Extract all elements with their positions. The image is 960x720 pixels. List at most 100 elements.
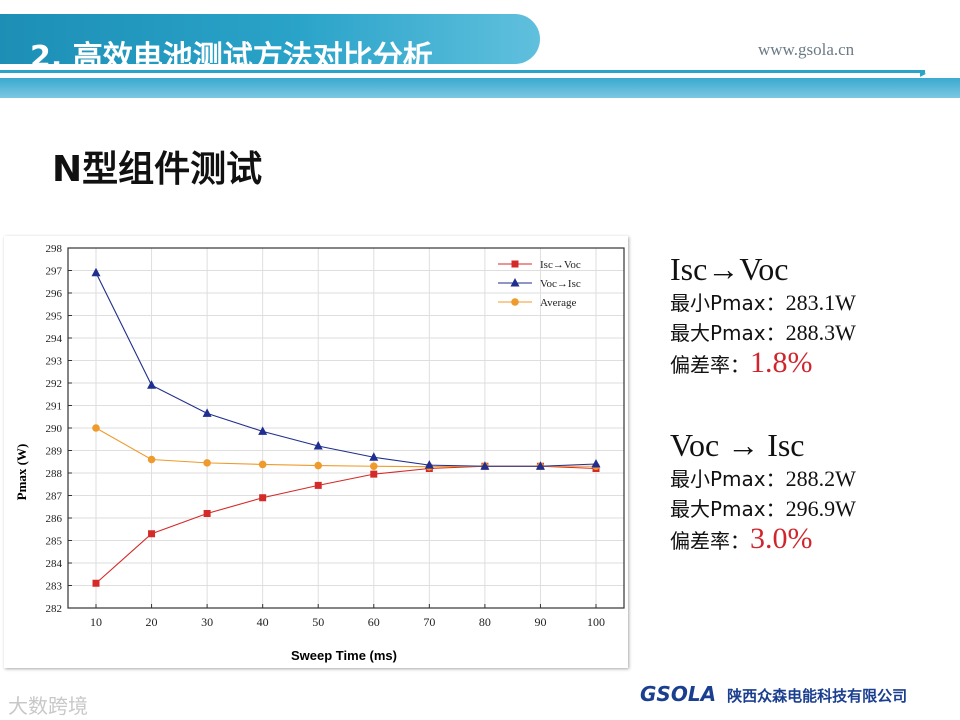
square-marker	[370, 470, 378, 478]
x-tick-label: 30	[201, 615, 213, 629]
min-pmax-line: 最小Pmax：283.1W	[670, 288, 950, 318]
legend-label: Isc→Voc	[540, 259, 581, 271]
pmax-line-chart: 282 283 284 285 286 287 288 289 290 291 292 293 294 2…	[14, 243, 625, 663]
y-tick-label: 291	[46, 401, 63, 413]
triangle-marker	[591, 459, 601, 468]
x-tick-label: 50	[312, 615, 324, 629]
circle-marker	[369, 462, 378, 471]
series-layer	[91, 267, 601, 587]
section-title: N型组件测试	[52, 149, 263, 190]
triangle-marker	[313, 441, 323, 450]
y-tick-label: 296	[46, 288, 63, 300]
min-pmax-label: 最小Pmax：	[670, 291, 786, 315]
y-tick-label: 282	[46, 603, 63, 615]
triangle-marker	[202, 408, 212, 417]
company-name: 陕西众森电能科技有限公司	[727, 687, 908, 705]
circle-marker	[314, 461, 323, 470]
x-tick-label: 10	[90, 615, 102, 629]
chart-legend: Isc→Voc Voc→Isc Average	[498, 259, 581, 309]
min-pmax-line: 最小Pmax：288.2W	[670, 464, 950, 494]
x-tick-label: 70	[423, 615, 435, 629]
y-tick-label: 287	[46, 491, 63, 503]
max-pmax-label: 最大Pmax：	[670, 497, 786, 521]
y-tick-label: 297	[46, 266, 63, 278]
axis-layer: 282 283 284 285 286 287 288 289 290 291 292 293 294 2…	[46, 243, 625, 629]
arrow-right-icon: ▸	[920, 66, 927, 80]
y-tick-label: 283	[46, 581, 63, 593]
brand-name: GSOLA	[640, 682, 717, 706]
max-pmax-value: 288.3W	[785, 320, 856, 345]
site-url[interactable]: www.gsola.cn	[758, 40, 855, 59]
square-marker	[203, 510, 211, 517]
square-marker	[92, 579, 100, 587]
circle-marker	[203, 459, 211, 467]
max-pmax-value: 296.9W	[785, 496, 856, 521]
square-marker	[148, 530, 156, 538]
min-pmax-value: 288.2W	[785, 466, 856, 491]
x-tick-label: 90	[534, 615, 546, 629]
stats-heading: Isc→Voc	[670, 251, 789, 287]
deviation-value: 1.8%	[750, 346, 813, 379]
deviation-line: 偏差率：3.0%	[670, 524, 950, 556]
x-axis-label: Sweep Time (ms)	[291, 648, 397, 663]
stats-block-voc-isc: Voc → Isc 最小Pmax：288.2W 最大Pmax：296.9W 偏差…	[670, 426, 950, 556]
legend-label: Average	[540, 297, 577, 309]
circle-marker	[258, 460, 267, 469]
x-tick-label: 80	[479, 615, 491, 629]
stats-panel: Isc→Voc 最小Pmax：283.1W 最大Pmax：288.3W 偏差率：…	[670, 250, 950, 556]
x-tick-label: 40	[257, 615, 269, 629]
company-logo: GSOLA 陕西众森电能科技有限公司	[640, 682, 907, 706]
circle-marker	[147, 455, 156, 464]
stats-heading: Voc → Isc	[670, 427, 805, 463]
triangle-marker	[147, 380, 157, 389]
watermark: 大数跨境	[8, 690, 88, 719]
deviation-label: 偏差率：	[670, 353, 750, 377]
triangle-marker	[258, 426, 268, 435]
y-tick-label: 285	[46, 536, 63, 548]
deviation-line: 偏差率：1.8%	[670, 348, 950, 380]
y-tick-label: 286	[46, 513, 63, 525]
legend-label: Voc→Isc	[540, 278, 581, 290]
triangle-marker	[91, 267, 101, 277]
chart-frame: 282 283 284 285 286 287 288 289 290 291 292 293 294 2…	[4, 236, 628, 668]
square-marker	[314, 481, 322, 489]
max-pmax-label: 最大Pmax：	[670, 321, 786, 345]
stats-block-isc-voc: Isc→Voc 最小Pmax：283.1W 最大Pmax：288.3W 偏差率：…	[670, 250, 950, 380]
header: 2. 高效电池测试方法对比分析 www.gsola.cn ▸	[0, 0, 960, 98]
triangle-marker	[424, 460, 434, 469]
y-tick-label: 292	[46, 378, 63, 390]
y-tick-label: 294	[46, 333, 63, 345]
y-tick-label: 295	[46, 311, 63, 323]
circle-marker	[511, 298, 519, 306]
y-tick-label: 298	[46, 243, 63, 255]
x-tick-label: 60	[368, 615, 380, 629]
page-title: 2. 高效电池测试方法对比分析	[30, 40, 433, 75]
square-marker	[511, 260, 519, 268]
header-divider	[0, 70, 925, 73]
max-pmax-line: 最大Pmax：296.9W	[670, 494, 950, 524]
watermark-text: 大数跨境	[8, 694, 88, 718]
series-line	[95, 272, 597, 467]
min-pmax-label: 最小Pmax：	[670, 467, 786, 491]
y-tick-label: 293	[46, 356, 63, 368]
y-tick-label: 289	[46, 446, 63, 458]
title-banner: 2. 高效电池测试方法对比分析	[0, 14, 540, 75]
max-pmax-line: 最大Pmax：288.3W	[670, 318, 950, 348]
header-strip	[0, 78, 960, 98]
y-axis-label: Pmax (W)	[14, 444, 29, 501]
x-tick-label: 20	[146, 615, 158, 629]
y-tick-label: 290	[46, 423, 63, 435]
square-marker	[259, 494, 267, 502]
min-pmax-value: 283.1W	[785, 290, 856, 315]
triangle-marker	[510, 278, 520, 287]
circle-marker	[92, 424, 100, 432]
triangle-marker	[480, 461, 490, 470]
grid-layer	[68, 247, 624, 609]
deviation-label: 偏差率：	[670, 529, 750, 553]
y-tick-label: 288	[46, 468, 63, 480]
deviation-value: 3.0%	[750, 522, 813, 555]
y-tick-label: 284	[46, 558, 63, 570]
triangle-marker	[369, 452, 379, 461]
x-tick-label: 100	[587, 615, 605, 629]
triangle-marker	[535, 461, 545, 470]
